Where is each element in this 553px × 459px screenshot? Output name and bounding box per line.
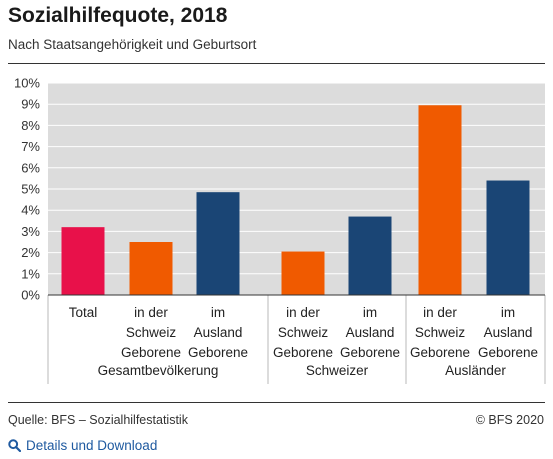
bar [281, 251, 325, 295]
group-label: Ausländer [445, 363, 506, 378]
bar [486, 180, 530, 295]
group-label: Gesamtbevölkerung [98, 363, 219, 378]
x-tick-label: in der Schweiz Geborene [121, 305, 181, 360]
chart-subtitle: Nach Staatsangehörigkeit und Geburtsort [8, 37, 257, 52]
x-tick-label: in der Schweiz Geborene [410, 305, 470, 360]
bottom-divider [8, 402, 545, 403]
y-tick-label: 10% [14, 76, 40, 91]
bar [418, 105, 462, 295]
x-tick-label: im Ausland Geborene [188, 305, 248, 360]
bar [129, 242, 173, 295]
chart-title: Sozialhilfequote, 2018 [8, 4, 228, 27]
top-divider [8, 63, 545, 64]
copyright-note: © BFS 2020 [475, 413, 544, 427]
y-tick-label: 8% [21, 118, 40, 133]
y-tick-label: 6% [21, 160, 40, 175]
x-tick-label: im Ausland Geborene [340, 305, 400, 360]
search-icon [8, 439, 21, 452]
source-note: Quelle: BFS – Sozialhilfestatistik [8, 413, 188, 427]
y-tick-label: 2% [21, 245, 40, 260]
bar-chart: 0% 1% 2% 3% 4% 5% 6% 7% 8% 9% 10% Total in der Schwei… [14, 76, 546, 384]
x-tick-label: Total [69, 305, 98, 320]
details-link-label: Details und Download [26, 438, 158, 453]
y-tick-label: 5% [21, 182, 40, 197]
y-tick-label: 9% [21, 97, 40, 112]
y-tick-label: 1% [21, 266, 40, 281]
group-label: Schweizer [306, 363, 369, 378]
bar [196, 192, 240, 295]
bar [61, 227, 105, 295]
bar [348, 216, 392, 295]
x-tick-label: in der Schweiz Geborene [273, 305, 333, 360]
y-tick-label: 7% [21, 139, 40, 154]
y-tick-label: 0% [21, 288, 40, 303]
y-tick-label: 4% [21, 203, 40, 218]
x-tick-label: im Ausland Geborene [478, 305, 538, 360]
details-download-link[interactable]: Details und Download [8, 438, 157, 453]
y-tick-label: 3% [21, 224, 40, 239]
